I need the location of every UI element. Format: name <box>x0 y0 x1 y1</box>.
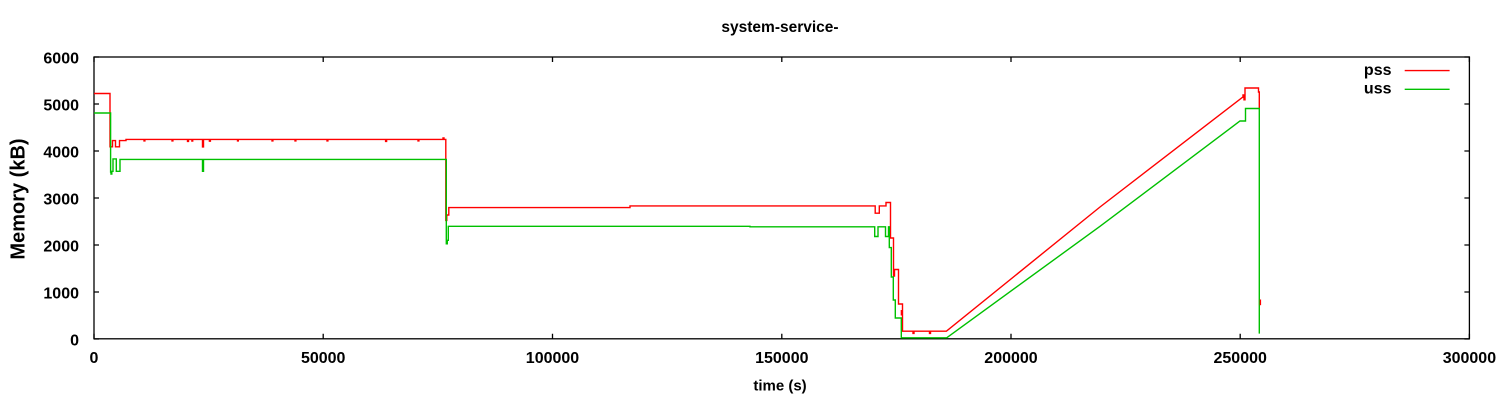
svg-text:Memory (kB): Memory (kB) <box>8 138 30 259</box>
svg-text:250000: 250000 <box>1214 350 1267 367</box>
svg-text:150000: 150000 <box>755 350 808 367</box>
svg-text:system-service-: system-service- <box>721 19 838 36</box>
svg-text:4000: 4000 <box>43 144 79 161</box>
svg-text:uss: uss <box>1364 81 1392 98</box>
svg-text:300000: 300000 <box>1443 350 1496 367</box>
svg-text:0: 0 <box>90 350 99 367</box>
svg-text:100000: 100000 <box>526 350 579 367</box>
svg-text:time (s): time (s) <box>753 378 806 395</box>
svg-text:3000: 3000 <box>43 191 79 208</box>
svg-text:6000: 6000 <box>43 50 79 67</box>
svg-text:50000: 50000 <box>301 350 346 367</box>
svg-text:1000: 1000 <box>43 285 79 302</box>
svg-text:pss: pss <box>1364 62 1392 79</box>
svg-text:2000: 2000 <box>43 238 79 255</box>
svg-text:0: 0 <box>70 332 79 349</box>
svg-text:5000: 5000 <box>43 97 79 114</box>
svg-text:200000: 200000 <box>984 350 1037 367</box>
